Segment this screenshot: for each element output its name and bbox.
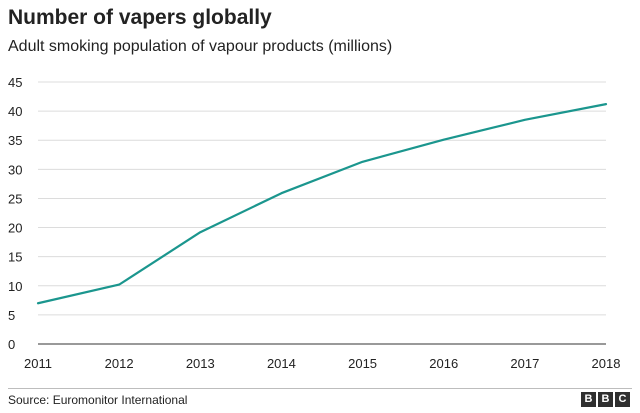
logo-letter-1: B xyxy=(581,392,596,407)
footer-divider xyxy=(8,388,632,389)
y-tick-label: 20 xyxy=(8,221,22,236)
y-tick-label: 40 xyxy=(8,104,22,119)
y-tick-label: 30 xyxy=(8,162,22,177)
y-tick-label: 0 xyxy=(8,337,15,352)
x-tick-label: 2015 xyxy=(348,356,377,371)
logo-letter-2: B xyxy=(598,392,613,407)
series-line xyxy=(36,103,608,305)
bbc-logo: B B C xyxy=(581,392,630,407)
y-tick-label: 35 xyxy=(8,133,22,148)
y-tick-label: 10 xyxy=(8,279,22,294)
chart-title: Number of vapers globally xyxy=(8,6,272,29)
line-chart: 0 5 10 15 20 25 30 35 40 45 2011 2012 2013 2014 2015 20… xyxy=(8,75,621,371)
y-tick-label: 25 xyxy=(8,191,22,206)
y-tick-label: 5 xyxy=(8,308,15,323)
x-tick-label: 2011 xyxy=(24,356,52,371)
x-tick-label: 2014 xyxy=(267,356,296,371)
logo-letter-3: C xyxy=(615,392,630,407)
y-tick-label: 15 xyxy=(8,250,22,265)
x-tick-label: 2013 xyxy=(186,356,215,371)
source-note: Source: Euromonitor International xyxy=(8,393,188,407)
chart-subtitle: Adult smoking population of vapour produ… xyxy=(8,38,393,55)
x-tick-label: 2012 xyxy=(105,356,134,371)
y-tick-label: 45 xyxy=(8,75,22,90)
x-tick-label: 2017 xyxy=(510,356,539,371)
x-tick-label: 2016 xyxy=(429,356,458,371)
x-tick-label: 2018 xyxy=(592,356,621,371)
